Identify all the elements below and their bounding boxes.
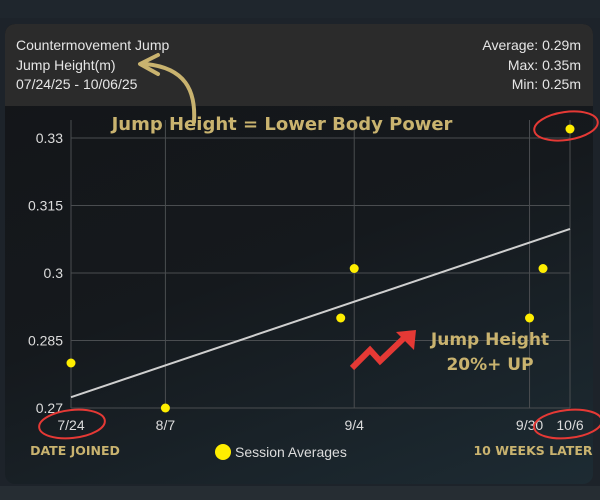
chart-header: Countermovement Jump Jump Height(m) 07/2… [5,24,593,106]
session-average-point [66,358,76,368]
date-range: 07/24/25 - 10/06/25 [16,76,138,92]
end-label: 10 WEEKS LATER [473,443,592,458]
end-date-circle [533,408,600,440]
arrowhead-annotation [138,53,160,76]
session-average-point [160,403,170,413]
start-label: DATE JOINED [30,443,120,458]
stat-min: Min: 0.25m [511,76,581,92]
x-tick-label: 10/6 [556,417,583,433]
x-tick-label: 9/4 [344,417,364,433]
session-average-point [525,313,535,323]
y-tick-label: 0.33 [36,130,63,146]
session-average-point [349,264,359,273]
y-tick-label: 0.3 [44,265,64,281]
metric-name: Jump Height(m) [16,56,116,73]
legend-label: Session Averages [235,444,347,460]
annotation-callout-2: 20%+ UP [446,355,533,375]
trend-up-arrow-icon [349,335,407,371]
annotation-title: Jump Height = Lower Body Power [110,114,453,135]
start-date-circle [38,408,106,440]
trend-line [70,227,571,399]
annotation-callout-1: Jump Height [430,330,549,350]
top-bar [0,0,600,18]
curved-arrow-annotation [144,62,197,124]
y-tick-label: 0.27 [36,400,63,416]
x-tick-label: 7/24 [57,417,84,433]
y-tick-label: 0.285 [28,333,63,349]
trend-up-arrowhead [396,330,416,350]
y-tick-label: 0.315 [28,198,63,214]
x-tick-label: 8/7 [156,417,176,433]
session-average-point [336,313,346,323]
stat-average: Average: 0.29m [482,37,581,53]
stat-max: Max: 0.35m [507,56,581,73]
session-average-point [538,264,548,273]
test-name: Countermovement Jump [16,37,170,53]
max-point-circle [533,110,599,142]
legend-marker [215,444,231,460]
bottom-bar [0,486,600,500]
session-average-point [565,124,575,134]
